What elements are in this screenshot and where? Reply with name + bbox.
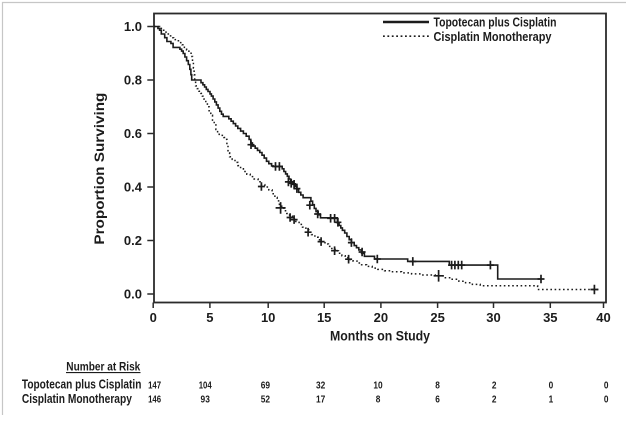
svg-text:Proportion Surviving: Proportion Surviving [92,93,107,245]
svg-text:0.4: 0.4 [124,179,143,194]
svg-text:0.2: 0.2 [124,233,142,248]
svg-text:25: 25 [430,310,444,325]
svg-text:Cisplatin Monotherapy: Cisplatin Monotherapy [22,392,132,406]
svg-text:52: 52 [261,395,271,406]
svg-text:40: 40 [596,310,610,325]
svg-text:2: 2 [492,395,497,406]
svg-text:8: 8 [435,380,440,391]
svg-text:15: 15 [317,310,331,325]
svg-text:32: 32 [316,380,326,391]
svg-text:0: 0 [549,380,554,391]
svg-text:6: 6 [435,395,440,406]
svg-text:Number at Risk: Number at Risk [66,360,140,374]
svg-text:Topotecan plus Cisplatin: Topotecan plus Cisplatin [22,378,141,392]
svg-text:104: 104 [199,380,212,391]
svg-text:Months on Study: Months on Study [330,329,430,344]
svg-text:0.0: 0.0 [124,286,142,301]
svg-text:35: 35 [543,310,557,325]
svg-text:10: 10 [373,380,383,391]
svg-text:30: 30 [486,310,500,325]
svg-text:69: 69 [261,380,271,391]
svg-text:147: 147 [148,380,161,391]
svg-text:8: 8 [376,395,381,406]
svg-text:20: 20 [374,310,388,325]
svg-text:146: 146 [148,395,161,406]
svg-text:0.8: 0.8 [124,72,142,87]
svg-text:0: 0 [604,380,609,391]
svg-text:1.0: 1.0 [124,19,142,34]
svg-text:0: 0 [604,395,609,406]
svg-text:2: 2 [492,380,497,391]
svg-text:93: 93 [201,395,211,406]
svg-text:0.6: 0.6 [124,126,142,141]
svg-text:1: 1 [549,395,554,406]
svg-text:5: 5 [206,310,213,325]
svg-text:17: 17 [316,395,326,406]
svg-text:Cisplatin Monotherapy: Cisplatin Monotherapy [434,29,553,44]
svg-text:Topotecan plus Cisplatin: Topotecan plus Cisplatin [434,15,557,30]
svg-text:10: 10 [261,310,275,325]
svg-text:0: 0 [150,310,157,325]
